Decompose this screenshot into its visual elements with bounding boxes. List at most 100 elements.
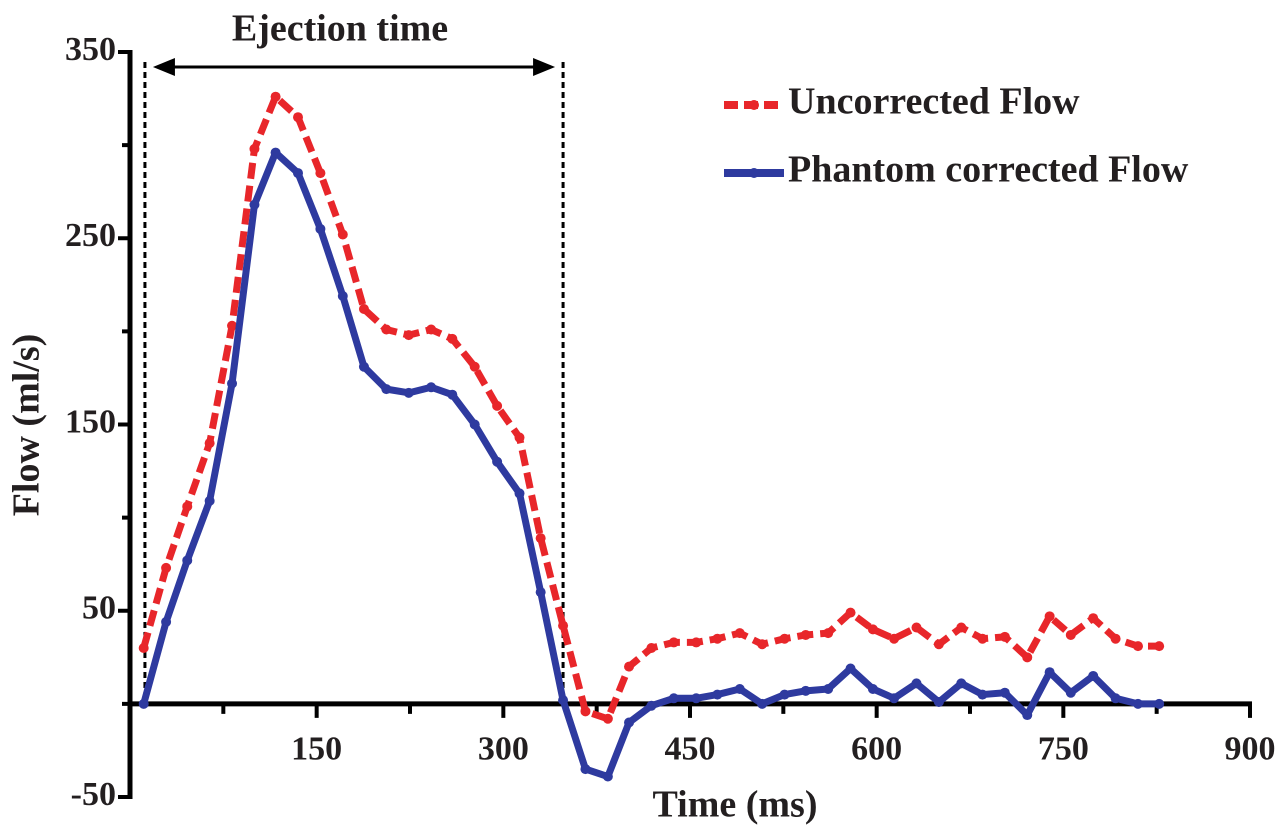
data-point bbox=[1133, 698, 1143, 709]
data-point bbox=[227, 378, 238, 389]
data-point bbox=[358, 304, 369, 315]
data-point bbox=[1065, 629, 1076, 640]
x-tick-label: 600 bbox=[851, 731, 902, 768]
data-point bbox=[535, 533, 546, 544]
data-point bbox=[381, 384, 392, 395]
data-point bbox=[1110, 693, 1121, 704]
data-point bbox=[1133, 641, 1143, 652]
data-point bbox=[800, 685, 811, 696]
arrow-head bbox=[152, 58, 175, 76]
data-point bbox=[1022, 652, 1033, 663]
data-point bbox=[712, 633, 723, 644]
data-point bbox=[358, 361, 369, 372]
data-point bbox=[845, 607, 856, 618]
data-point bbox=[227, 320, 238, 331]
y-tick-label: 350 bbox=[65, 31, 116, 68]
legend-marker bbox=[749, 100, 759, 110]
data-point bbox=[911, 622, 922, 633]
data-point bbox=[1088, 670, 1099, 681]
arrow-head bbox=[533, 58, 556, 76]
data-point bbox=[823, 683, 834, 694]
data-point bbox=[381, 324, 392, 335]
data-point bbox=[845, 663, 856, 674]
data-point bbox=[182, 555, 193, 566]
data-point bbox=[469, 361, 480, 372]
data-point bbox=[624, 661, 635, 672]
legend-label: Phantom corrected Flow bbox=[788, 149, 1189, 191]
data-point bbox=[558, 695, 569, 706]
data-point bbox=[867, 624, 878, 635]
data-point bbox=[691, 693, 702, 704]
data-point bbox=[779, 689, 790, 700]
data-point bbox=[426, 382, 437, 393]
data-point bbox=[514, 432, 525, 443]
data-point bbox=[337, 229, 348, 240]
x-tick-label: 300 bbox=[478, 731, 529, 768]
data-point bbox=[977, 689, 988, 700]
data-point bbox=[403, 387, 414, 398]
data-point bbox=[492, 456, 503, 467]
data-point bbox=[977, 633, 988, 644]
data-point bbox=[867, 683, 878, 694]
data-point bbox=[161, 562, 172, 573]
y-tick-label: -50 bbox=[71, 776, 116, 813]
data-point bbox=[469, 419, 480, 430]
data-point bbox=[204, 438, 215, 449]
data-point bbox=[1022, 710, 1033, 721]
data-point bbox=[734, 628, 745, 639]
data-point bbox=[182, 501, 193, 512]
data-point bbox=[293, 168, 303, 179]
legend-label: Uncorrected Flow bbox=[788, 81, 1080, 123]
data-point bbox=[1044, 667, 1055, 678]
x-tick-label: 150 bbox=[291, 731, 342, 768]
data-point bbox=[734, 683, 745, 694]
data-point bbox=[204, 495, 215, 506]
series-line bbox=[140, 149, 1160, 781]
data-point bbox=[999, 631, 1010, 642]
data-point bbox=[933, 639, 944, 650]
data-point bbox=[1065, 687, 1076, 698]
data-point bbox=[138, 643, 149, 653]
annotation-title: Ejection time bbox=[232, 8, 448, 50]
data-point bbox=[270, 91, 281, 102]
data-point bbox=[403, 330, 414, 341]
data-point bbox=[492, 400, 503, 411]
y-tick-label: 50 bbox=[82, 590, 116, 627]
data-point bbox=[779, 633, 790, 644]
data-point bbox=[800, 629, 811, 640]
data-point bbox=[580, 706, 591, 717]
data-point bbox=[1154, 641, 1165, 652]
data-point bbox=[646, 643, 657, 653]
data-point bbox=[1110, 633, 1121, 644]
y-tick-label: 250 bbox=[65, 217, 116, 254]
data-point bbox=[1088, 613, 1099, 624]
data-point bbox=[999, 687, 1010, 698]
legend-marker bbox=[749, 168, 759, 178]
x-tick-label: 450 bbox=[665, 731, 716, 768]
data-point bbox=[558, 620, 569, 631]
y-axis-label: Flow (ml/s) bbox=[6, 334, 48, 517]
data-point bbox=[1154, 698, 1165, 709]
data-point bbox=[161, 616, 172, 627]
data-point bbox=[911, 678, 922, 689]
data-point bbox=[315, 168, 326, 179]
data-point bbox=[712, 689, 723, 700]
data-point bbox=[757, 639, 768, 650]
data-point bbox=[933, 697, 944, 708]
data-point bbox=[668, 693, 679, 704]
data-point bbox=[447, 389, 458, 400]
data-point bbox=[315, 223, 326, 234]
data-point bbox=[270, 147, 281, 158]
data-point bbox=[1044, 611, 1055, 622]
data-point bbox=[602, 771, 613, 782]
data-point bbox=[249, 199, 260, 210]
data-point bbox=[514, 488, 525, 499]
data-point bbox=[602, 713, 613, 724]
data-point bbox=[249, 143, 260, 154]
data-point bbox=[956, 622, 967, 633]
data-point bbox=[823, 628, 834, 639]
data-point bbox=[668, 637, 679, 648]
data-point bbox=[624, 717, 635, 728]
data-point bbox=[757, 698, 768, 709]
